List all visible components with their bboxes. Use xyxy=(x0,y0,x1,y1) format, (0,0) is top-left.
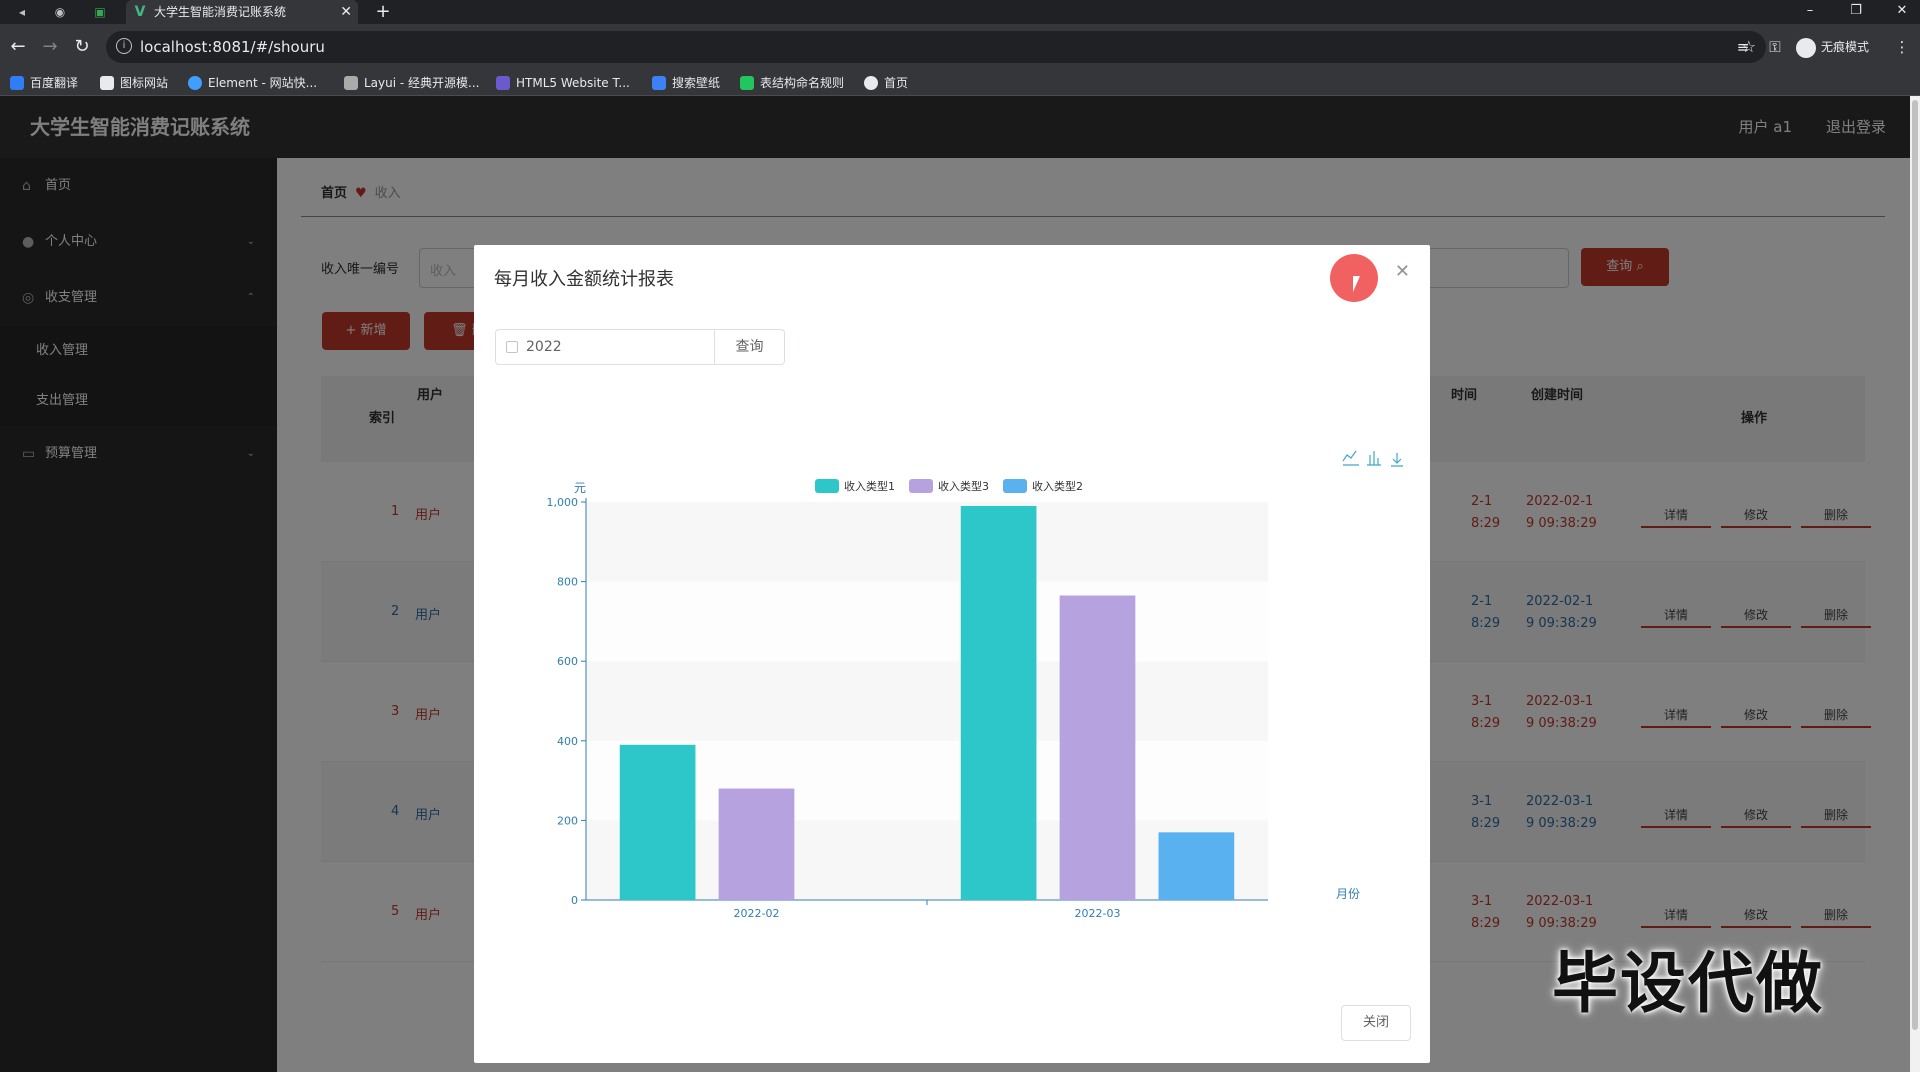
legend-label[interactable]: 收入类型2 xyxy=(1032,479,1083,493)
grid-band xyxy=(586,581,1268,662)
watermark-text: 毕设代做 xyxy=(1552,945,1824,1022)
income-bar-chart: 收入类型1 收入类型3 收入类型2 0 200 400 600 800 1,000 2022-0… xyxy=(547,450,1403,920)
bookmark-icon xyxy=(10,75,24,90)
scrollbar-thumb[interactable] xyxy=(1912,100,1918,1030)
y-tick-label: 200 xyxy=(557,814,578,827)
back-icon[interactable]: ← xyxy=(10,36,26,57)
bookmark-icon xyxy=(188,75,202,90)
bar[interactable] xyxy=(718,788,795,900)
legend-swatch[interactable] xyxy=(1003,479,1027,493)
url-field[interactable]: i localhost:8081/#/shouru ☆ xyxy=(106,31,1766,63)
new-tab-button[interactable]: + xyxy=(375,1,391,22)
bookmark-icon xyxy=(740,75,754,90)
year-picker[interactable]: 2022 xyxy=(495,329,715,365)
tab-close-icon[interactable]: ✕ xyxy=(340,4,352,20)
y-axis-unit: 元 xyxy=(574,481,586,495)
year-value: 2022 xyxy=(526,339,562,355)
chart-dialog: 每月收入金额统计报表 ✕ 2022 查询 收入类型1 收入类型3 收入类型2 0 20… xyxy=(474,245,1430,1063)
reload-icon[interactable]: ↻ xyxy=(74,36,90,57)
dialog-close-button[interactable]: 关闭 xyxy=(1341,1005,1411,1041)
bookmark-item[interactable]: 图标网站 xyxy=(100,70,168,96)
y-tick-label: 800 xyxy=(557,576,578,589)
password-key-icon[interactable]: ⚿ xyxy=(1769,38,1781,56)
calendar-icon xyxy=(506,341,518,353)
bar[interactable] xyxy=(960,505,1037,900)
browser-tab-active[interactable]: V 大学生智能消费记账系统 ✕ xyxy=(126,0,358,24)
bookmark-icon xyxy=(344,75,358,90)
tab-audio-icon[interactable]: ◂ xyxy=(18,5,26,19)
grid-band xyxy=(586,502,1268,582)
incognito-indicator[interactable]: 无痕模式 xyxy=(1796,35,1869,59)
browser-address-bar: ← → ↻ i localhost:8081/#/shouru ☆ ≡ ⚿ 无痕… xyxy=(0,24,1920,70)
x-tick-label: 2022-03 xyxy=(1075,907,1121,920)
grid-band xyxy=(586,661,1268,741)
year-query-button[interactable]: 查询 xyxy=(715,329,785,365)
legend-swatch[interactable] xyxy=(815,479,839,493)
site-info-icon[interactable]: i xyxy=(116,38,132,54)
y-tick-label: 600 xyxy=(557,655,578,668)
y-tick-label: 0 xyxy=(571,894,578,907)
url-text: localhost:8081/#/shouru xyxy=(140,38,325,56)
bookmark-item[interactable]: Element - 网站快... xyxy=(188,70,317,96)
y-tick-label: 400 xyxy=(557,735,578,748)
dialog-title: 每月收入金额统计报表 xyxy=(494,269,674,290)
browser-tab-bar: ◂ ◉ ▣ V 大学生智能消费记账系统 ✕ + – ❐ ✕ xyxy=(0,0,1920,24)
x-tick-label: 2022-02 xyxy=(734,907,780,920)
window-minimize-icon[interactable]: – xyxy=(1806,3,1814,18)
page-scrollbar[interactable] xyxy=(1910,96,1920,1072)
bookmark-item[interactable]: 表结构命名规则 xyxy=(740,70,844,96)
bookmarks-bar: 百度翻译 图标网站 Element - 网站快... Layui - 经典开源模… xyxy=(0,70,1920,96)
incognito-icon xyxy=(1796,37,1816,58)
grid-band xyxy=(586,820,1268,900)
bar[interactable] xyxy=(1059,595,1136,900)
bookmark-star-icon[interactable]: ☆ xyxy=(1741,37,1756,56)
mouse-cursor-icon xyxy=(1353,276,1360,292)
bookmark-icon xyxy=(100,75,114,90)
bar-chart-toggle-icon[interactable] xyxy=(1367,451,1381,466)
legend-label[interactable]: 收入类型3 xyxy=(938,479,989,493)
tab-title: 大学生智能消费记账系统 xyxy=(154,5,287,19)
bar[interactable] xyxy=(619,744,696,900)
download-icon[interactable] xyxy=(1391,453,1403,467)
browser-menu-icon[interactable]: ⋮ xyxy=(1894,38,1910,56)
vue-favicon-icon: V xyxy=(134,4,146,20)
pinned-tab-globe-icon[interactable]: ◉ xyxy=(54,5,66,19)
x-axis-unit: 月份 xyxy=(1336,887,1360,901)
close-icon[interactable]: ✕ xyxy=(1394,261,1410,282)
bar[interactable] xyxy=(1158,832,1235,900)
pinned-tab-sheet-icon[interactable]: ▣ xyxy=(94,5,106,19)
window-close-icon[interactable]: ✕ xyxy=(1896,3,1908,18)
bookmark-item[interactable]: HTML5 Website T... xyxy=(496,70,630,96)
bookmark-item[interactable]: 百度翻译 xyxy=(10,70,78,96)
incognito-label: 无痕模式 xyxy=(1821,40,1870,54)
grid-band xyxy=(586,740,1268,821)
bookmark-icon xyxy=(496,75,510,90)
bookmark-item[interactable]: Layui - 经典开源模... xyxy=(344,70,479,96)
reading-list-icon[interactable]: ≡ xyxy=(1736,38,1750,56)
bookmark-icon xyxy=(652,75,666,90)
y-tick-label: 1,000 xyxy=(547,496,579,509)
bookmark-item[interactable]: 搜索壁纸 xyxy=(652,70,720,96)
forward-icon[interactable]: → xyxy=(42,36,58,57)
window-restore-icon[interactable]: ❐ xyxy=(1850,3,1862,18)
legend-label[interactable]: 收入类型1 xyxy=(844,479,895,493)
legend-swatch[interactable] xyxy=(909,479,933,493)
bookmark-icon xyxy=(864,75,878,90)
line-chart-toggle-icon[interactable] xyxy=(1342,450,1359,466)
bookmark-item[interactable]: 首页 xyxy=(864,70,908,96)
